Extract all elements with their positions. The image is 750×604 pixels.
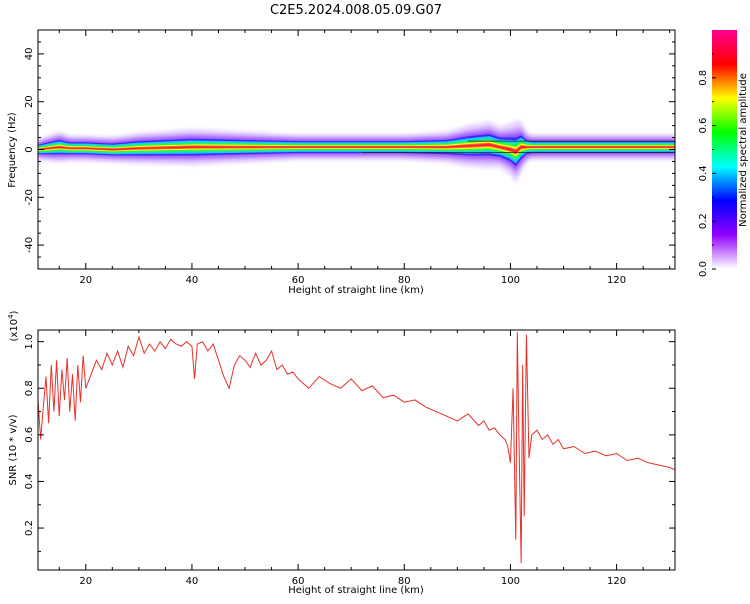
spectrogram-x-label: Height of straight line (km): [288, 285, 424, 296]
snr-y-tick-label: 0.6: [24, 427, 35, 443]
snr-x-tick-label: 40: [186, 576, 199, 587]
spectrogram-x-tick-label: 40: [186, 275, 199, 286]
spectrogram-x-tick-label: 80: [398, 275, 411, 286]
snr-y-tick-label: 1.0: [24, 334, 35, 350]
colorbar-label: Normalized spectral amplitude: [738, 73, 749, 227]
spectrogram-y-tick-label: -40: [24, 237, 35, 253]
colorbar-tick-label: 0.0: [698, 261, 709, 277]
spectrogram-panel: 20 40 60 80 100 120 -40 -20 0 20 40 Height of str…: [7, 29, 676, 296]
spectrogram-x-tick-label: 20: [79, 275, 92, 286]
snr-x-tick-label: 120: [607, 576, 626, 587]
spectrogram-y-ticks: -40 -20 0 20 40: [24, 29, 675, 270]
snr-x-tick-label: 60: [292, 576, 305, 587]
snr-y-tick-label: 0.2: [24, 520, 35, 536]
colorbar-tick-label: 0.2: [698, 213, 709, 229]
snr-y-scale-open: (x10: [9, 319, 20, 342]
snr-y-tick-label: 0.4: [24, 474, 35, 490]
colorbar-tick-label: 0.4: [698, 165, 709, 181]
spectrogram-y-tick-label: -20: [24, 189, 35, 205]
spectrogram-y-label: Frequency (Hz): [7, 112, 18, 188]
snr-x-tick-label: 80: [398, 576, 411, 587]
figure-title: C2E5.2024.008.05.09.G07: [270, 3, 442, 18]
spectrogram-x-tick-label: 60: [292, 275, 305, 286]
colorbar-ticks: 0.0 0.2 0.4 0.6 0.8: [698, 53, 716, 277]
spectrogram-x-ticks: 20 40 60 80 100 120: [58, 30, 671, 286]
spectrogram-ridge: [38, 120, 675, 184]
snr-y-tick-label: 0.8: [24, 380, 35, 396]
spectrogram-x-tick-label: 100: [501, 275, 520, 286]
spectrogram-y-tick-label: 40: [24, 48, 35, 61]
colorbar: 0.0 0.2 0.4 0.6 0.8 Normalized spectral ampl…: [698, 30, 749, 277]
spectrogram-y-tick-label: 0: [24, 146, 35, 152]
snr-x-label: Height of straight line (km): [288, 585, 424, 596]
snr-y-scale: (x104): [7, 310, 20, 341]
colorbar-tick-label: 0.6: [698, 118, 709, 134]
snr-panel: 20 40 60 80 100 120 0.2 0.4 0.6 0.8 1.0 Height of…: [7, 310, 676, 596]
snr-series-line: [38, 332, 675, 564]
spectrogram-y-tick-label: 20: [24, 95, 35, 108]
snr-x-tick-label: 20: [79, 576, 92, 587]
snr-y-ticks: 0.2 0.4 0.6 0.8 1.0: [24, 334, 675, 552]
snr-y-scale-exponent: 4: [7, 314, 15, 319]
spectrogram-x-tick-label: 120: [607, 275, 626, 286]
spectrogram-band-9: [38, 143, 675, 154]
snr-frame: [37, 329, 676, 571]
colorbar-tick-label: 0.8: [698, 70, 709, 86]
snr-y-scale-close: ): [9, 310, 20, 314]
snr-x-tick-label: 100: [501, 576, 520, 587]
colorbar-gradient: [712, 30, 737, 269]
snr-x-ticks: 20 40 60 80 100 120: [58, 330, 671, 587]
snr-y-label: SNR (10 * v/v): [8, 414, 19, 485]
